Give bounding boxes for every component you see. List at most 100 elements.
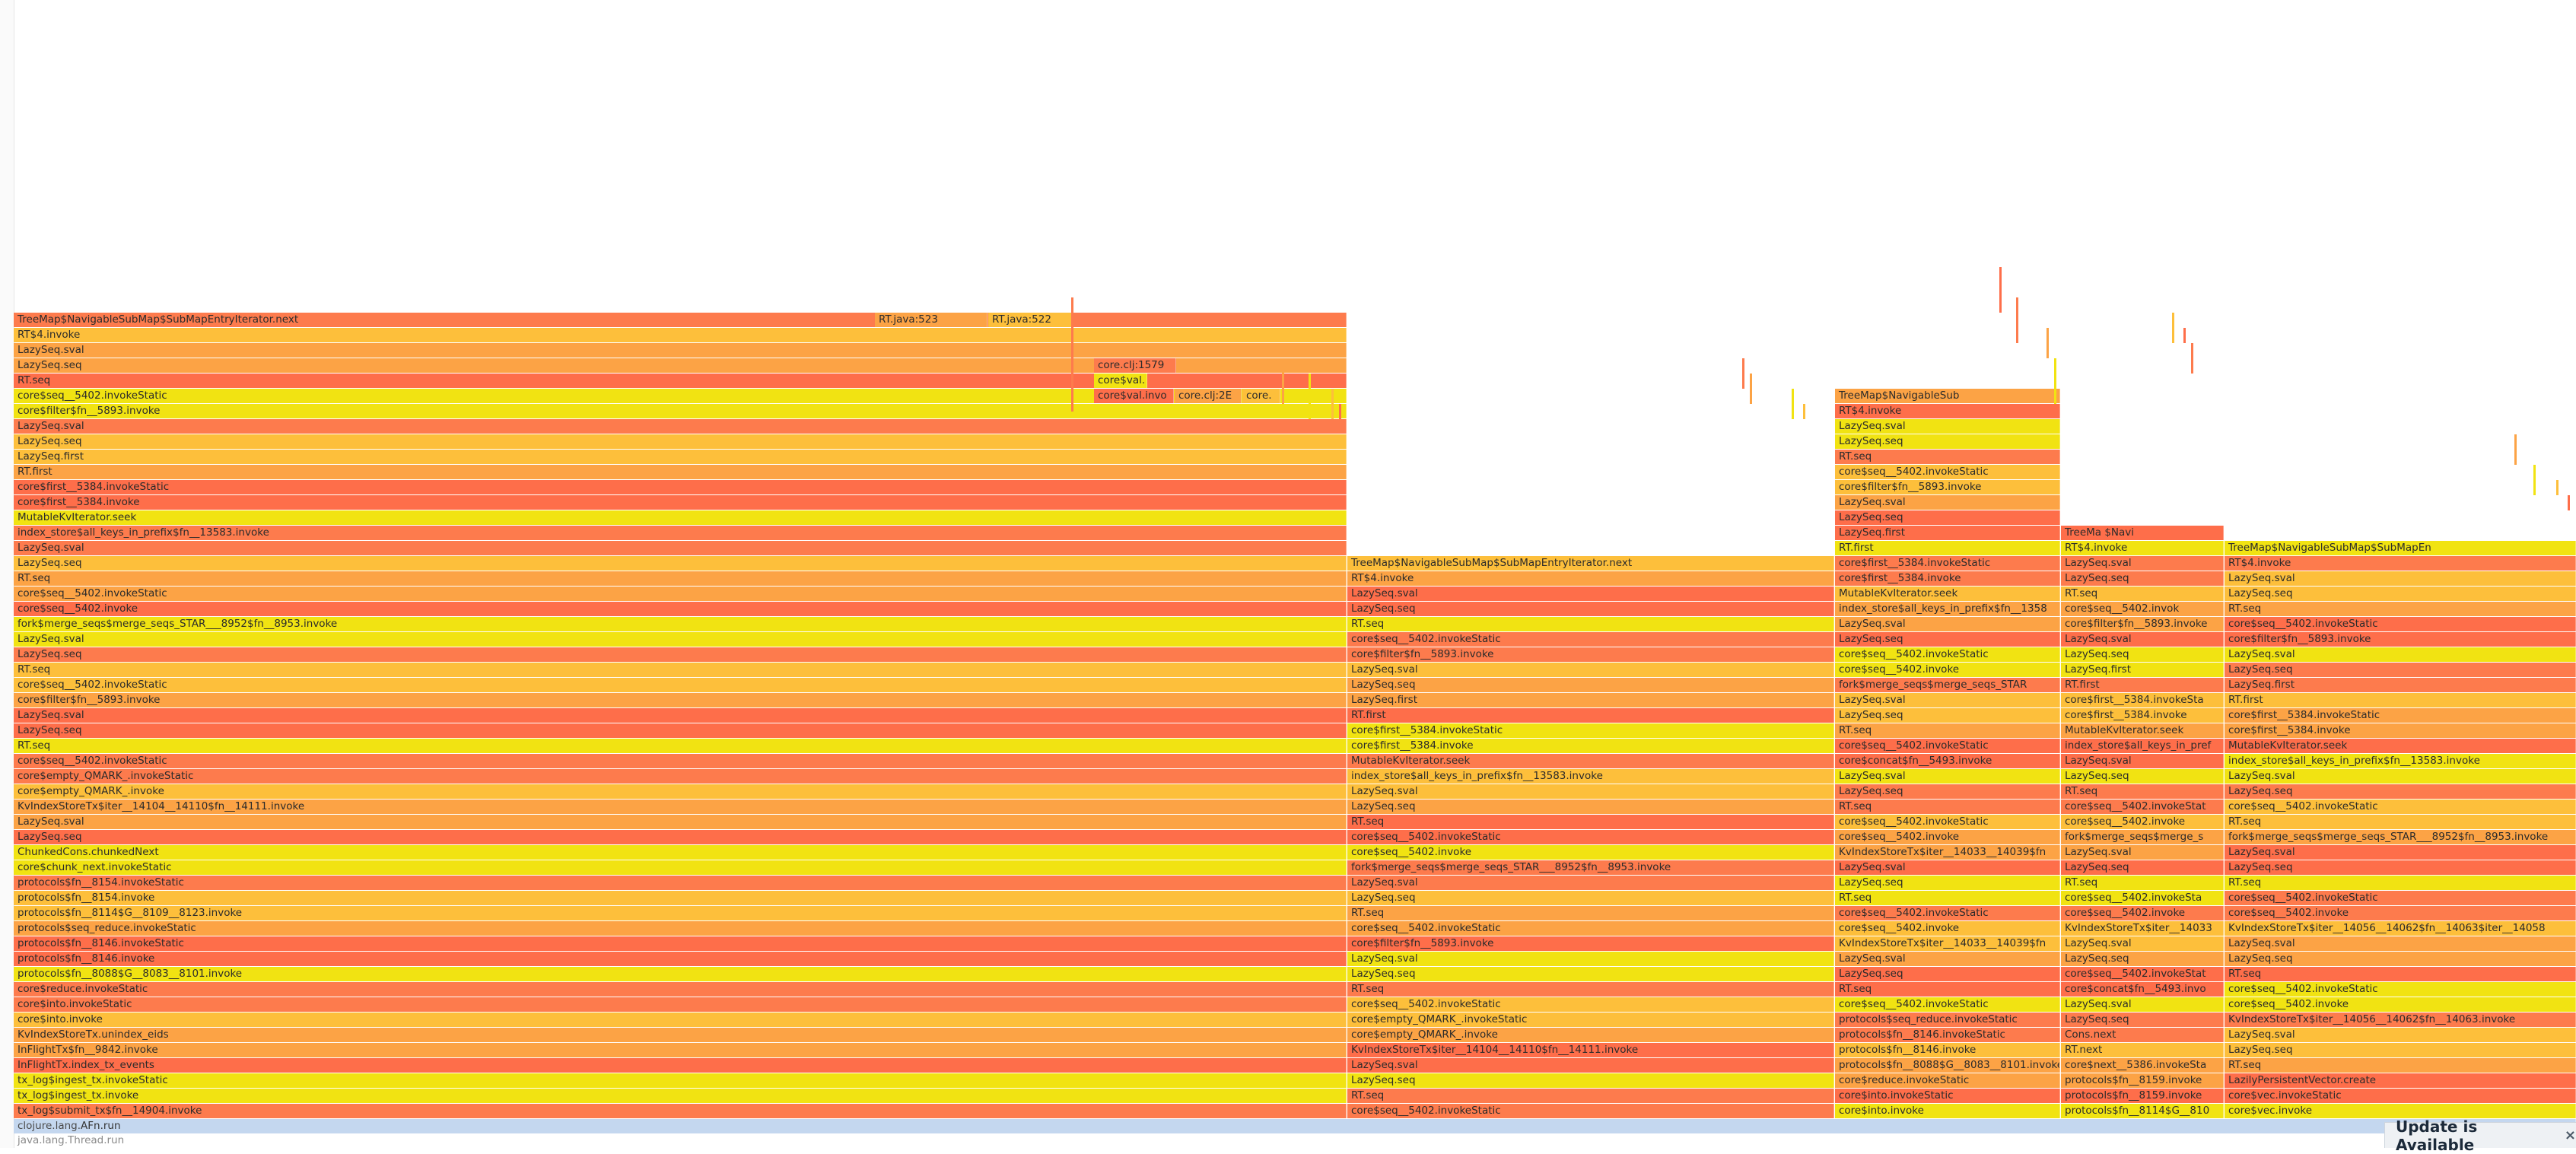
frame-col-third-39[interactable]: RT.seq [1835,982,2060,997]
frame-col-main-6[interactable]: core$filter$fn__5893.invoke [14,404,1347,418]
narrow-frame[interactable] [2046,328,2049,358]
frame-col-main-44[interactable]: core$reduce.invokeStatic [14,982,1347,997]
narrow-frame[interactable] [1331,389,1334,419]
frame-col-fifth-7[interactable]: LazySeq.sval [2225,647,2576,662]
frame-col-fifth-8[interactable]: LazySeq.seq [2225,663,2576,677]
frame-col-main-29[interactable]: core$seq__5402.invokeStatic [14,754,1347,768]
frame-col-second-34[interactable]: LazySeq.seq [1347,1073,1834,1088]
frame-col-fifth-35[interactable]: LazilyPersistentVector.create [2225,1073,2576,1088]
narrow-frame[interactable] [1750,374,1752,404]
frame-col-main-46[interactable]: core$into.invoke [14,1013,1347,1027]
frame-col-fourth-35[interactable]: core$next__5386.invokeSta [2061,1058,2224,1073]
frame-col-fifth-5[interactable]: core$seq__5402.invokeStatic [2225,617,2576,631]
frame-col-second-9[interactable]: LazySeq.first [1347,693,1834,707]
frame-col-second-25[interactable]: core$filter$fn__5893.invoke [1347,936,1834,951]
frame-col-fifth-25[interactable]: KvIndexStoreTx$iter__14056__14062$fn__14… [2225,921,2576,936]
frame-col-main-14[interactable]: index_store$all_keys_in_prefix$fn__13583… [14,526,1347,540]
frame-col-second-30[interactable]: core$empty_QMARK_.invokeStatic [1347,1013,1834,1027]
frame-col-second-20[interactable]: fork$merge_seqs$merge_seqs_STAR___8952$f… [1347,860,1834,875]
frame-col-main-49[interactable]: InFlightTx.index_tx_events [14,1058,1347,1073]
frame-col-fourth-20[interactable]: fork$merge_seqs$merge_s [2061,830,2224,844]
frame-col-third-25[interactable]: LazySeq.sval [1835,769,2060,784]
frame-col-main-34[interactable]: LazySeq.seq [14,830,1347,844]
narrow-frame[interactable] [2183,328,2186,343]
frame-col-main-16[interactable]: LazySeq.seq [14,556,1347,571]
frame-col-fifth-12[interactable]: core$first__5384.invoke [2225,723,2576,738]
side-frame-core-clj-1579[interactable]: core.clj:1579 [1094,358,1176,373]
frame-col-third-1[interactable]: RT$4.invoke [1835,404,2060,418]
frame-col-fifth-27[interactable]: LazySeq.seq [2225,952,2576,966]
frame-col-third-17[interactable]: core$seq__5402.invokeStatic [1835,647,2060,662]
frame-col-main-39[interactable]: protocols$fn__8114$G__8109__8123.invoke [14,906,1347,920]
frame-col-third-24[interactable]: core$concat$fn__5493.invoke [1835,754,2060,768]
frame-col-second-3[interactable]: LazySeq.seq [1347,602,1834,616]
frame-col-third-35[interactable]: core$seq__5402.invoke [1835,921,2060,936]
frame-col-fourth-11[interactable]: core$first__5384.invokeSta [2061,693,2224,707]
frame-col-second-10[interactable]: RT.first [1347,708,1834,723]
frame-col-third-21[interactable]: LazySeq.seq [1835,708,2060,723]
frame-col-fourth-36[interactable]: protocols$fn__8159.invoke [2061,1073,2224,1088]
frame-col-third-8[interactable]: LazySeq.seq [1835,510,2060,525]
frame-col-fourth-7[interactable]: LazySeq.sval [2061,632,2224,647]
narrow-frame[interactable] [1282,358,1284,404]
frame-col-fifth-3[interactable]: LazySeq.seq [2225,587,2576,601]
frame-col-main-42[interactable]: protocols$fn__8146.invoke [14,952,1347,966]
frame-col-main-22[interactable]: LazySeq.seq [14,647,1347,662]
frame-col-third-46[interactable]: core$into.invokeStatic [1835,1089,2060,1103]
frame-col-main-13[interactable]: MutableKvIterator.seek [14,510,1347,525]
frame-col-third-7[interactable]: LazySeq.sval [1835,495,2060,510]
frame-col-third-20[interactable]: LazySeq.sval [1835,693,2060,707]
frame-col-second-19[interactable]: core$seq__5402.invoke [1347,845,1834,860]
frame-col-second-28[interactable]: RT.seq [1347,982,1834,997]
frame-col-fourth-0[interactable]: TreeMa $Navi [2061,526,2224,540]
frame-col-second-7[interactable]: LazySeq.sval [1347,663,1834,677]
narrow-frame[interactable] [2172,313,2174,343]
side-frame-core-val[interactable]: core$val. [1094,374,1147,388]
frame-col-main-0[interactable]: TreeMap$NavigableSubMap$SubMapEntryItera… [14,313,1347,327]
frame-col-second-29[interactable]: core$seq__5402.invokeStatic [1347,997,1834,1012]
narrow-frame[interactable] [2054,358,2056,404]
frame-col-third-47[interactable]: core$into.invoke [1835,1104,2060,1118]
frame-col-third-37[interactable]: LazySeq.sval [1835,952,2060,966]
frame-col-main-17[interactable]: RT.seq [14,571,1347,586]
frame-col-second-5[interactable]: core$seq__5402.invokeStatic [1347,632,1834,647]
frame-col-fifth-24[interactable]: core$seq__5402.invoke [2225,906,2576,920]
frame-col-main-1[interactable]: RT$4.invoke [14,328,1347,342]
frame-col-second-17[interactable]: RT.seq [1347,815,1834,829]
frame-col-second-24[interactable]: core$seq__5402.invokeStatic [1347,921,1834,936]
frame-col-fifth-20[interactable]: LazySeq.sval [2225,845,2576,860]
frame-col-fourth-27[interactable]: LazySeq.sval [2061,936,2224,951]
narrow-frame[interactable] [2016,297,2018,343]
frame-col-main-5[interactable]: core$seq__5402.invokeStatic [14,389,1347,403]
frame-col-fourth-15[interactable]: LazySeq.sval [2061,754,2224,768]
frame-col-second-32[interactable]: KvIndexStoreTx$iter__14104__14110$fn__14… [1347,1043,1834,1057]
frame-col-second-6[interactable]: core$filter$fn__5893.invoke [1347,647,1834,662]
frame-col-main-50[interactable]: tx_log$ingest_tx.invokeStatic [14,1073,1347,1088]
narrow-frame[interactable] [1999,267,2002,313]
frame-col-second-27[interactable]: LazySeq.seq [1347,967,1834,981]
frame-col-main-24[interactable]: core$seq__5402.invokeStatic [14,678,1347,692]
frame-col-fourth-38[interactable]: protocols$fn__8114$G__810 [2061,1104,2224,1118]
frame-col-fifth-13[interactable]: MutableKvIterator.seek [2225,739,2576,753]
frame-col-second-0[interactable]: TreeMap$NavigableSubMap$SubMapEntryItera… [1347,556,1834,571]
frame-col-fourth-9[interactable]: LazySeq.first [2061,663,2224,677]
frame-col-third-27[interactable]: RT.seq [1835,800,2060,814]
frame-col-fourth-13[interactable]: MutableKvIterator.seek [2061,723,2224,738]
frame-col-main-35[interactable]: ChunkedCons.chunkedNext [14,845,1347,860]
frame-col-fourth-8[interactable]: LazySeq.seq [2061,647,2224,662]
frame-col-second-35[interactable]: RT.seq [1347,1089,1834,1103]
frame-col-main-8[interactable]: LazySeq.seq [14,434,1347,449]
side-frame-rt-java-522[interactable]: RT.java:522 [988,313,1072,327]
frame-col-fifth-36[interactable]: core$vec.invokeStatic [2225,1089,2576,1103]
frame-col-third-4[interactable]: RT.seq [1835,450,2060,464]
frame-col-fourth-28[interactable]: LazySeq.seq [2061,952,2224,966]
frame-col-third-12[interactable]: core$first__5384.invoke [1835,571,2060,586]
frame-col-second-8[interactable]: LazySeq.seq [1347,678,1834,692]
frame-col-fourth-6[interactable]: core$filter$fn__5893.invoke [2061,617,2224,631]
frame-col-third-14[interactable]: index_store$all_keys_in_prefix$fn__1358 [1835,602,2060,616]
narrow-frame[interactable] [2514,434,2517,465]
frame-col-fourth-32[interactable]: LazySeq.seq [2061,1013,2224,1027]
narrow-frame[interactable] [1803,404,1805,419]
frame-afn-run[interactable]: clojure.lang.AFn.run [14,1119,2576,1133]
side-frame-core-dot[interactable]: core. [1242,389,1280,403]
